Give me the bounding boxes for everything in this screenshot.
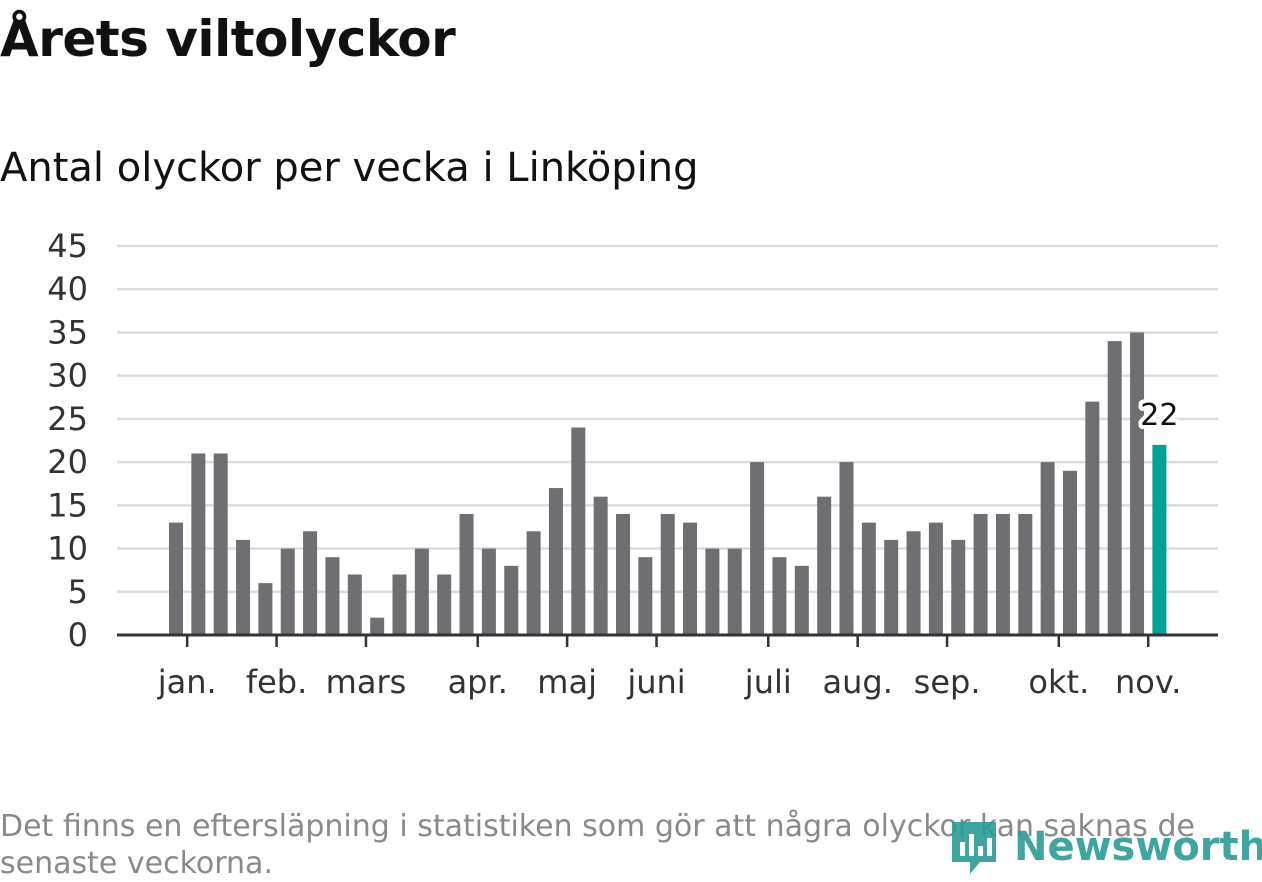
y-tick-label: 25: [47, 400, 88, 438]
bar[interactable]: [1063, 470, 1077, 635]
bar[interactable]: [705, 548, 720, 635]
gridlines: [117, 244, 1218, 594]
bar[interactable]: [213, 453, 228, 635]
bar[interactable]: [303, 531, 318, 635]
bar[interactable]: [750, 462, 765, 635]
y-tick-label: 10: [47, 530, 88, 568]
x-tick-label: okt.: [1028, 663, 1089, 701]
bar[interactable]: [794, 565, 809, 635]
bar[interactable]: [347, 574, 362, 635]
bar[interactable]: [1018, 513, 1033, 635]
y-tick-label: 35: [47, 313, 88, 351]
bar[interactable]: [727, 548, 742, 635]
bar[interactable]: [325, 557, 340, 635]
y-tick-label: 45: [47, 227, 88, 265]
bar[interactable]: [370, 617, 385, 635]
bar[interactable]: [616, 513, 630, 635]
bar[interactable]: [191, 453, 206, 635]
bar[interactable]: [593, 496, 608, 635]
bar[interactable]: [1130, 332, 1145, 635]
bar-highlight[interactable]: [1152, 444, 1167, 635]
y-axis-ticks: 0 5 10 15 20 25 30 35 40 45: [47, 227, 88, 654]
x-tick-label: maj: [537, 663, 597, 701]
y-tick-label: 40: [47, 270, 88, 308]
highlight-value-label: 22: [1140, 398, 1178, 433]
x-tick-label: apr.: [448, 663, 508, 701]
bar[interactable]: [638, 557, 653, 635]
bar[interactable]: [459, 513, 474, 635]
x-tick-label: jan.: [157, 663, 217, 701]
x-tick-label: juni: [626, 663, 685, 701]
bar[interactable]: [1107, 341, 1122, 635]
bar[interactable]: [839, 462, 854, 635]
logo-icon: [952, 822, 996, 874]
bar[interactable]: [772, 557, 787, 635]
bar[interactable]: [504, 565, 519, 635]
bar[interactable]: [1040, 462, 1055, 635]
bar[interactable]: [392, 574, 407, 635]
x-axis-labels: jan. feb. mars apr. maj juni juli aug. sep. okt. n…: [157, 663, 1182, 701]
bar[interactable]: [481, 548, 496, 635]
x-tick-label: juli: [744, 663, 792, 701]
y-tick-label: 15: [47, 486, 88, 524]
bar[interactable]: [973, 513, 988, 635]
bar[interactable]: [1085, 401, 1100, 635]
chart-title: Årets viltolyckor: [0, 10, 456, 68]
bar[interactable]: [548, 488, 563, 635]
bar[interactable]: [884, 539, 899, 635]
y-tick-label: 20: [47, 443, 88, 481]
bar[interactable]: [660, 513, 675, 635]
bar[interactable]: [906, 531, 921, 635]
bar[interactable]: [526, 531, 541, 635]
bar[interactable]: [951, 539, 966, 635]
bar[interactable]: [437, 574, 452, 635]
value-annotation: 22: [1136, 394, 1182, 437]
bar[interactable]: [683, 522, 698, 635]
y-tick-label: 5: [68, 573, 88, 611]
bars: [169, 332, 1167, 635]
bar[interactable]: [169, 522, 183, 635]
x-tick-label: aug.: [822, 663, 892, 701]
bar[interactable]: [817, 496, 832, 635]
x-tick-label: nov.: [1115, 663, 1181, 701]
newsworthy-logo[interactable]: Newsworthy: [948, 818, 1262, 876]
x-tick-label: feb.: [246, 663, 307, 701]
logo-text: Newsworthy: [1014, 824, 1262, 870]
bar[interactable]: [414, 548, 429, 635]
x-axis: [117, 633, 1218, 647]
x-tick-label: mars: [326, 663, 407, 701]
bar[interactable]: [258, 583, 273, 635]
chart-subtitle: Antal olyckor per vecka i Linköping: [0, 145, 699, 191]
y-tick-label: 0: [68, 616, 88, 654]
bar[interactable]: [236, 539, 251, 635]
bar[interactable]: [861, 522, 876, 635]
bar[interactable]: [995, 513, 1010, 635]
bar[interactable]: [280, 548, 295, 635]
bar[interactable]: [928, 522, 943, 635]
x-tick-label: sep.: [914, 663, 981, 701]
y-tick-label: 30: [47, 357, 88, 395]
bar[interactable]: [571, 427, 586, 635]
